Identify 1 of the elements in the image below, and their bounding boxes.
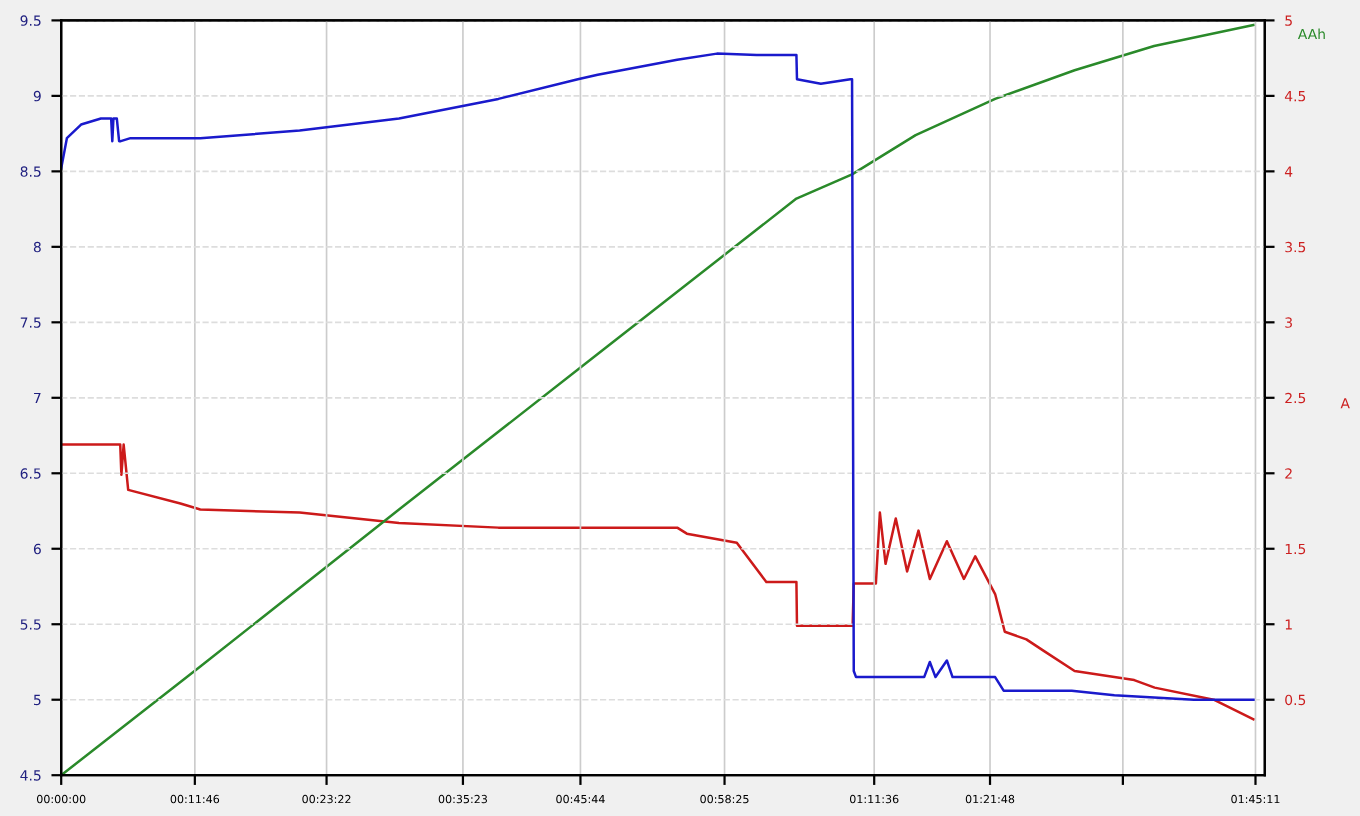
line-series	[61, 443, 1255, 721]
